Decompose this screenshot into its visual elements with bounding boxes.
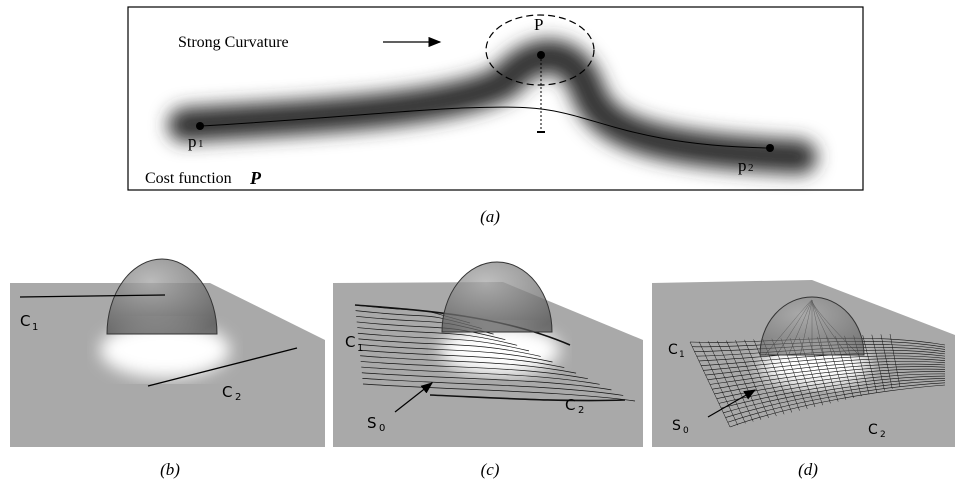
- caption-a: (a): [480, 207, 500, 226]
- annotation: Strong Curvature: [178, 34, 289, 51]
- s0-sub-d: 0: [683, 426, 689, 436]
- p1-point: [196, 122, 204, 130]
- c2-sub-d: 2: [880, 430, 886, 440]
- c2-sub-b: 2: [235, 392, 241, 403]
- s0-label-c: S: [367, 414, 377, 432]
- p1-subscript: 1: [198, 138, 204, 150]
- caption-c: (c): [481, 460, 500, 479]
- s0-sub-c: 0: [379, 423, 385, 434]
- caption-d: (d): [798, 460, 818, 479]
- c1-sub-d: 1: [679, 350, 685, 360]
- c1-sub-b: 1: [32, 322, 38, 333]
- p1-label: p: [188, 132, 197, 151]
- dome-b: [107, 259, 217, 334]
- dome-c: [442, 262, 552, 332]
- c2-label-c: C: [565, 396, 575, 414]
- c1-sub-c: 1: [357, 343, 363, 354]
- peak-point: [537, 51, 545, 59]
- c1-label-b: C: [20, 312, 30, 330]
- cost-label: Cost function: [145, 170, 232, 187]
- c2-label-d: C: [868, 422, 878, 438]
- page: Strong Curvature P p 1 p 2 Cost function…: [0, 0, 959, 488]
- c1-label-c: C: [345, 333, 355, 351]
- peak-label: P: [534, 15, 543, 34]
- s0-label-d: S: [672, 418, 681, 434]
- c1-label-d: C: [668, 342, 678, 358]
- cost-symbol: P: [249, 168, 262, 188]
- p2-label: p: [738, 156, 747, 175]
- c2-label-b: C: [222, 383, 232, 401]
- p2-subscript: 2: [748, 162, 754, 174]
- caption-b: (b): [160, 460, 180, 479]
- c2-sub-c: 2: [578, 405, 584, 416]
- figure: Strong Curvature P p 1 p 2 Cost function…: [0, 0, 959, 488]
- p2-point: [766, 144, 774, 152]
